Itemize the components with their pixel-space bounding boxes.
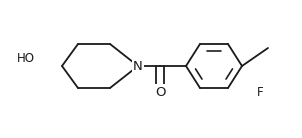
- Text: O: O: [155, 86, 165, 99]
- Text: HO: HO: [17, 51, 35, 64]
- Text: F: F: [257, 86, 264, 99]
- Text: N: N: [133, 59, 143, 72]
